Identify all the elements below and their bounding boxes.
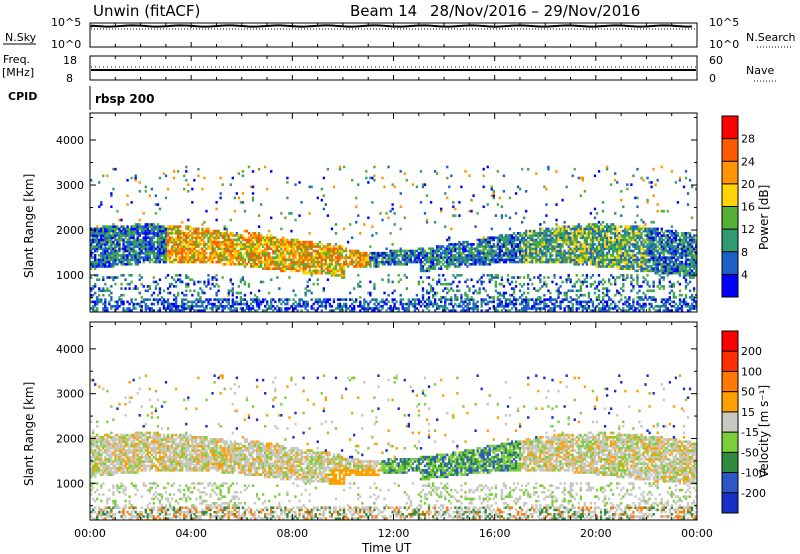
freq-tick-bottom: 8 xyxy=(66,72,73,85)
velocity-cbar-swatch xyxy=(722,331,738,352)
velocity-cbar-tick: 15 xyxy=(741,406,755,419)
cpid-row: CPID rbsp 200 xyxy=(8,86,154,110)
noise-sky-line xyxy=(90,24,693,28)
power-ytick-label: 1000 xyxy=(56,269,84,282)
power-cbar-tick: 12 xyxy=(741,223,755,236)
velocity-colorbar: 200 100 50 15 -15 -50 -100 -200 Velocity [m s⁻¹… xyxy=(721,330,771,514)
velocity-cbar-tick: 200 xyxy=(741,345,762,358)
noise-right-tick-top: 10^5 xyxy=(709,16,739,29)
freq-tick-top: 18 xyxy=(63,54,77,67)
freq-label-2: [MHz] xyxy=(2,66,34,79)
power-cbar-swatch xyxy=(722,138,738,162)
noise-right-tick-bottom: 10^0 xyxy=(709,38,739,51)
velocity-cbar-tick: 100 xyxy=(741,365,762,378)
velocity-ytick-label: 1000 xyxy=(56,477,84,490)
x-tick-label: 12:00 xyxy=(378,527,410,540)
power-colorbar: 4 8 12 16 20 24 28 Power [dB] xyxy=(721,115,771,298)
x-tick-label: 00:00 xyxy=(74,527,106,540)
velocity-ylabel: Slant Range [km] xyxy=(22,382,36,486)
velocity-cbar-swatch xyxy=(722,452,738,474)
nave-tick-top: 60 xyxy=(709,54,723,67)
velocity-panel: 1000 2000 3000 4000 Slant Range [km] xyxy=(22,321,698,521)
power-cbar-swatch xyxy=(722,206,738,230)
power-cbar-tick: 20 xyxy=(741,178,755,191)
plot-title: Unwin (fitACF) xyxy=(93,2,200,20)
power-heatmap xyxy=(90,165,698,312)
x-tick-label: 20:00 xyxy=(580,527,612,540)
power-cbar-swatch xyxy=(722,229,738,253)
velocity-cbar-tick: -50 xyxy=(741,446,759,459)
x-tick-label: 04:00 xyxy=(175,527,207,540)
velocity-ytick-label: 3000 xyxy=(56,388,84,401)
velocity-cbar-swatch xyxy=(722,472,738,494)
velocity-cbar-tick: -100 xyxy=(741,467,766,480)
beam-label: Beam 14 xyxy=(350,2,417,20)
noise-left-tick-bottom: 10^0 xyxy=(51,38,81,51)
velocity-cbar-tick: -200 xyxy=(741,487,766,500)
nave-label: Nave xyxy=(746,64,774,77)
velocity-cbar-label: Velocity [m s⁻¹] xyxy=(757,385,771,478)
noise-panel: N.Sky 10^5 10^0 10^5 10^0 N.Search xyxy=(3,16,796,51)
power-cbar-tick: 28 xyxy=(741,133,755,146)
power-cbar-label: Power [dB] xyxy=(757,185,771,250)
power-cbar-tick: 4 xyxy=(741,268,748,281)
x-tick-labels: 00:00 04:00 08:00 12:00 16:00 20:00 00:00 xyxy=(74,527,713,540)
velocity-ytick-label: 2000 xyxy=(56,432,84,445)
power-ylabel: Slant Range [km] xyxy=(22,174,36,278)
cpid-value: rbsp 200 xyxy=(95,92,154,106)
power-cbar-swatch xyxy=(722,251,738,275)
nsky-label: N.Sky xyxy=(5,31,37,44)
power-cbar-tick: 24 xyxy=(741,155,755,168)
power-cbar-swatch xyxy=(722,161,738,185)
velocity-cbar-swatch xyxy=(722,391,738,413)
date-range: 28/Nov/2016 – 29/Nov/2016 xyxy=(430,2,640,20)
power-ytick-label: 2000 xyxy=(56,224,84,237)
top-panel-ticks xyxy=(89,23,698,80)
velocity-cbar-swatch xyxy=(722,351,738,372)
x-tick-label: 16:00 xyxy=(479,527,511,540)
noise-left-tick-top: 10^5 xyxy=(51,16,81,29)
velocity-ytick-label: 4000 xyxy=(56,343,84,356)
velocity-cbar-swatch xyxy=(722,432,738,453)
velocity-cbar-tick: 50 xyxy=(741,386,755,399)
velocity-cbar-swatch xyxy=(722,371,738,393)
power-ytick-label: 4000 xyxy=(56,134,84,147)
velocity-heatmap xyxy=(90,374,698,520)
nsearch-label: N.Search xyxy=(746,31,796,44)
x-tick-label: 00:00 xyxy=(681,527,713,540)
power-cbar-swatch xyxy=(722,116,738,140)
velocity-cbar-swatch xyxy=(722,492,738,514)
power-cbar-swatch xyxy=(722,183,738,207)
power-cbar-tick: 16 xyxy=(741,201,755,214)
power-cbar-swatch xyxy=(722,274,738,298)
nave-tick-bottom: 0 xyxy=(709,72,716,85)
velocity-cbar-swatch xyxy=(722,411,738,433)
power-ytick-label: 3000 xyxy=(56,179,84,192)
freq-label-1: Freq. xyxy=(3,53,30,66)
power-cbar-tick: 8 xyxy=(741,246,748,259)
velocity-cbar-tick: -15 xyxy=(741,426,759,439)
cpid-label: CPID xyxy=(8,90,37,103)
x-axis-label: Time UT xyxy=(361,541,412,554)
freq-panel: Freq. [MHz] 18 8 60 0 Nave xyxy=(2,53,778,85)
x-tick-label: 08:00 xyxy=(276,527,308,540)
power-panel: 1000 2000 3000 4000 Slant Range [km] xyxy=(22,112,698,313)
